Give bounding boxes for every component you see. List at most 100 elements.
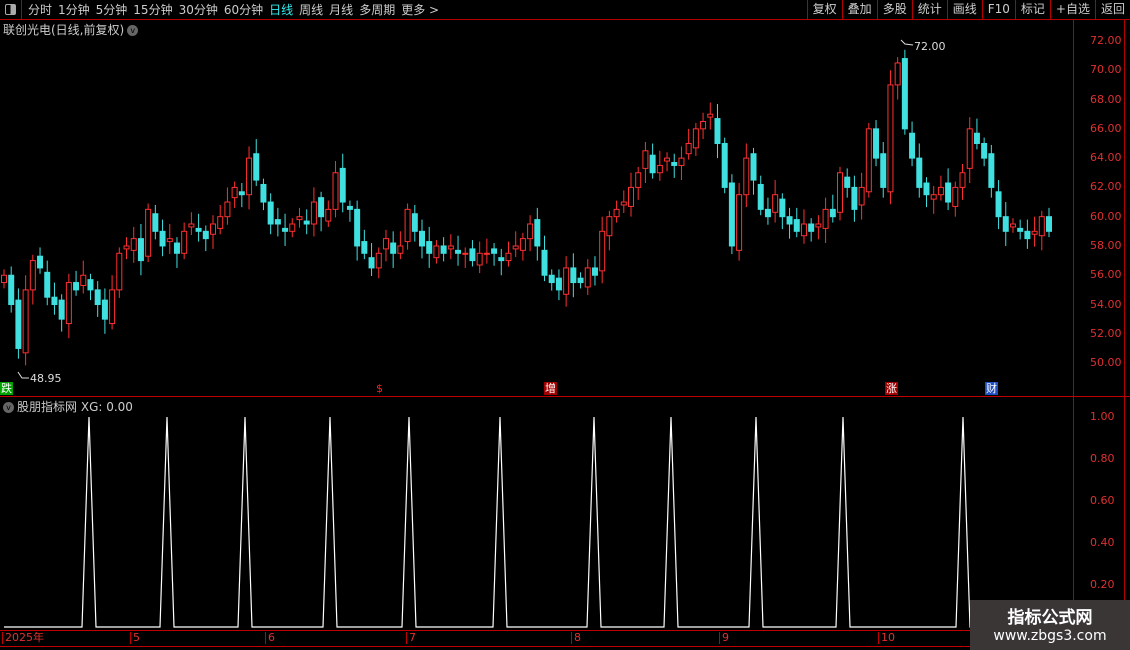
toolbar-button[interactable]: +自选 [1049, 0, 1095, 19]
candle [145, 203, 152, 263]
event-marker[interactable]: $ [376, 382, 383, 395]
date-tick-label: 5 [130, 632, 140, 644]
indicator-title: v 股朋指标网 XG: 0.00 [3, 398, 133, 415]
date-tick-label: 10 [878, 632, 895, 644]
candle [310, 187, 317, 237]
period-tab[interactable]: 60分钟 [223, 3, 264, 17]
candle [267, 193, 274, 235]
candle [22, 275, 29, 366]
candle [116, 247, 123, 298]
period-tab[interactable]: 1分钟 [58, 3, 90, 17]
candle [260, 178, 267, 211]
candle [80, 260, 87, 294]
candle [534, 207, 541, 261]
candle [873, 120, 880, 167]
candle [296, 207, 303, 228]
high-price-note: 72.00 [914, 40, 946, 53]
candle [476, 241, 483, 274]
chevron-down-icon[interactable]: v [3, 402, 14, 413]
toolbar-button[interactable]: 复权 [806, 0, 842, 19]
candle [527, 215, 534, 252]
candle [188, 212, 195, 235]
candle [707, 102, 714, 130]
toolbar-button[interactable]: 叠加 [841, 0, 877, 19]
candle [411, 204, 418, 242]
candle [181, 222, 188, 260]
candle [981, 137, 988, 167]
candle [952, 181, 959, 217]
candle [1031, 216, 1038, 247]
candle [844, 168, 851, 198]
date-tick-label: 2025年 [2, 632, 44, 644]
candle [1, 269, 7, 289]
candle [714, 103, 721, 159]
toolbar-button[interactable]: 标记 [1014, 0, 1050, 19]
candle [8, 266, 15, 313]
period-tab[interactable]: 5分钟 [95, 3, 128, 17]
candle [246, 146, 253, 210]
period-tab[interactable]: 月线 [329, 3, 354, 17]
candle [721, 137, 728, 194]
event-marker[interactable]: 涨 [885, 382, 898, 395]
candle [743, 143, 750, 208]
event-marker[interactable]: 增 [544, 382, 557, 395]
toolbar-button[interactable]: 画线 [946, 0, 982, 19]
candle [368, 243, 375, 276]
candle [29, 254, 36, 305]
candle [829, 194, 836, 223]
price-tick-label: 58.00 [1090, 238, 1122, 252]
price-tick-label: 62.00 [1090, 180, 1122, 194]
candle [354, 200, 361, 261]
toolbar-button[interactable]: 返回 [1094, 0, 1130, 19]
candle [606, 210, 613, 251]
period-tab[interactable]: 日线 [269, 3, 294, 17]
date-tick-label: 6 [265, 632, 275, 644]
candle [397, 231, 404, 260]
candle [224, 187, 231, 225]
period-tab[interactable]: 15分钟 [133, 3, 173, 17]
candle [894, 57, 901, 100]
period-tab[interactable]: 30分钟 [178, 3, 218, 17]
chart-title: 联创光电(日线,前复权) v [3, 21, 139, 38]
price-tick-label: 50.00 [1090, 356, 1122, 370]
candle [1017, 219, 1024, 240]
period-tab[interactable]: 更多 > [401, 3, 440, 17]
event-marker[interactable]: 跌 [0, 382, 13, 395]
candle [455, 235, 462, 266]
candle [303, 209, 310, 235]
candle [750, 147, 757, 195]
toolbar-button[interactable]: 多股 [876, 0, 912, 19]
candle [685, 128, 692, 160]
candle [109, 275, 116, 330]
candle [512, 231, 519, 257]
watermark-title: 指标公式网 [1007, 608, 1093, 628]
toolbar-button[interactable]: F10 [981, 0, 1015, 19]
candle [959, 163, 966, 200]
period-tab[interactable]: 分时 [28, 3, 53, 17]
candle [628, 172, 634, 217]
pane-divider[interactable] [0, 396, 1130, 397]
candle [664, 152, 671, 172]
watermark-url: www.zbgs3.com [993, 628, 1107, 644]
candle [779, 193, 786, 230]
price-tick-label: 66.00 [1090, 121, 1122, 135]
candle [101, 288, 108, 334]
candle [375, 247, 382, 279]
candle [966, 117, 973, 184]
period-tab[interactable]: 周线 [299, 3, 324, 17]
candle [570, 253, 577, 298]
chevron-down-icon[interactable]: v [127, 25, 139, 36]
candle [930, 185, 937, 214]
panel-toggle-button[interactable] [0, 0, 22, 19]
toolbar-button[interactable]: 统计 [911, 0, 947, 19]
candle [786, 207, 793, 239]
event-marker[interactable]: 财 [985, 382, 998, 395]
candle [736, 183, 743, 261]
period-tab[interactable]: 多周期 [359, 3, 396, 17]
candle [880, 142, 887, 198]
axis-border [1124, 20, 1125, 646]
candle [656, 150, 663, 181]
candle [217, 204, 224, 235]
candle [591, 256, 598, 286]
